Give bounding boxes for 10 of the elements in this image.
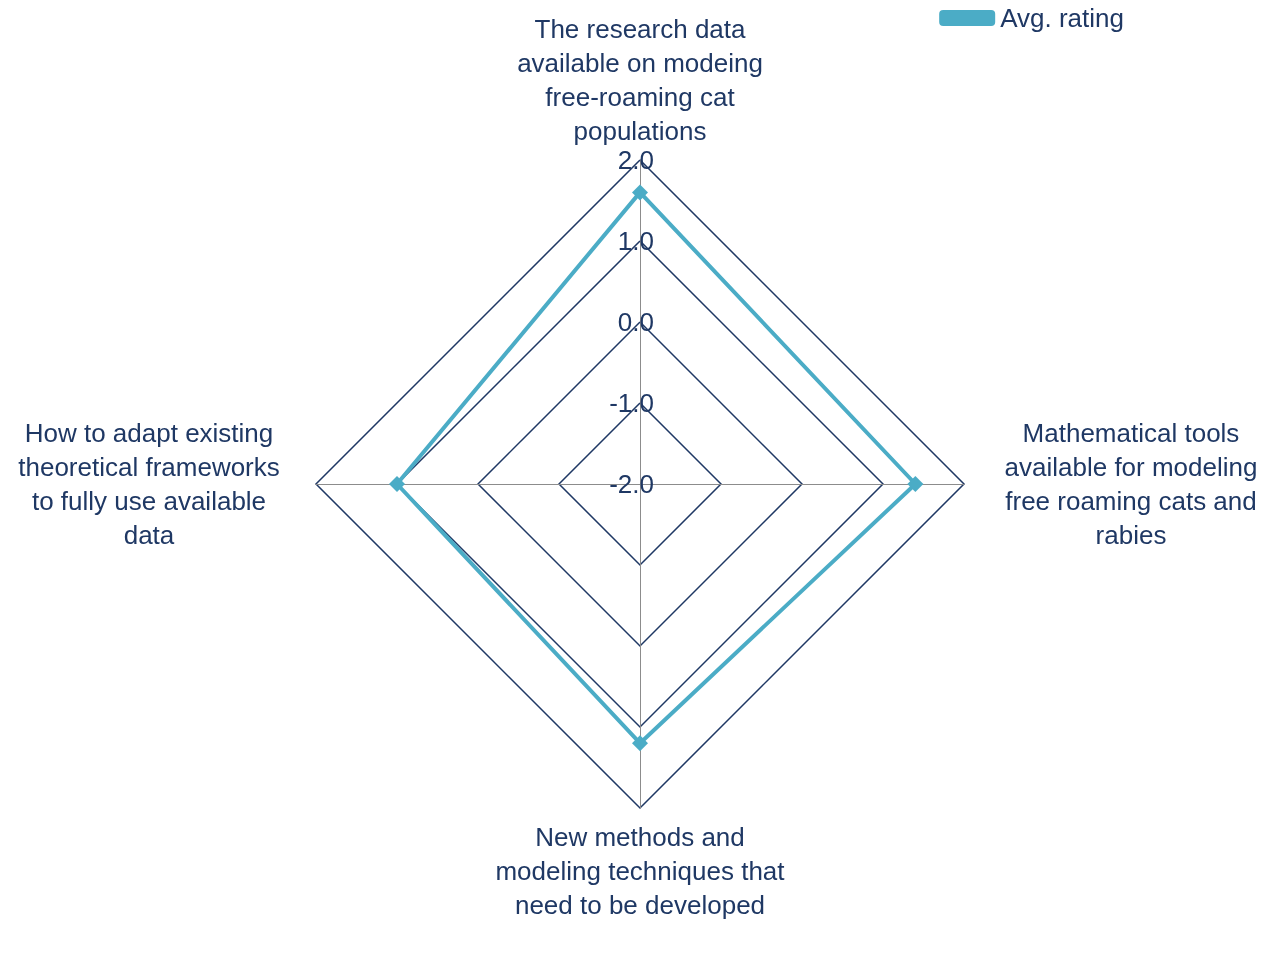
spoke-label: How to adapt existing theoretical frameworks to fully use available data (18, 418, 280, 550)
y-tick-label: -1.0 (609, 388, 654, 418)
y-tick-label: 1.0 (617, 226, 654, 256)
legend-label: Avg. rating (1000, 3, 1125, 33)
y-tick-label: -2.0 (609, 469, 654, 499)
spoke-label: The research data available on modeing free-roaming cat populations (517, 14, 763, 146)
spoke-label: Mathematical tools available for modeling free roaming cats and rabies (1004, 418, 1258, 550)
y-tick-label: 0.0 (617, 307, 654, 337)
y-tick-label: 2.0 (617, 145, 654, 175)
spoke-label: New methods and modeling techniques that need to be developed (495, 822, 786, 920)
